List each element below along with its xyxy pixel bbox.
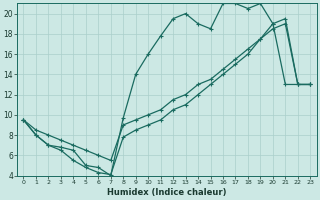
X-axis label: Humidex (Indice chaleur): Humidex (Indice chaleur) bbox=[107, 188, 227, 197]
